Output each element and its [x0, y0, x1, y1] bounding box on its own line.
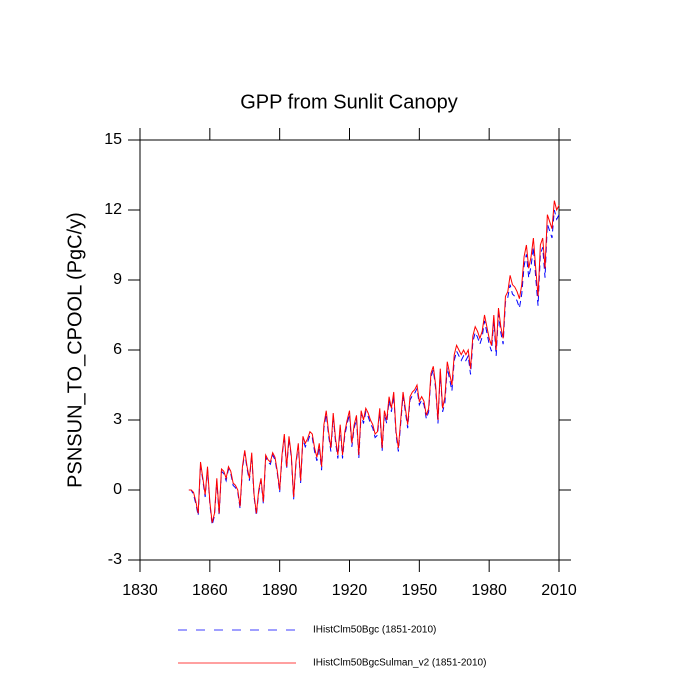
y-tick-label: 6	[113, 341, 122, 358]
y-axis-label: PSNSUN_TO_CPOOL (PgC/y)	[64, 212, 86, 488]
x-tick-label: 2010	[541, 582, 577, 599]
y-tick-label: 0	[113, 481, 122, 498]
x-tick-label: 1980	[471, 582, 507, 599]
x-tick-label: 1890	[262, 582, 298, 599]
y-tick-label: 12	[104, 201, 122, 218]
x-tick-label: 1830	[122, 582, 158, 599]
y-tick-label: 9	[113, 271, 122, 288]
data-line	[188, 209, 560, 526]
x-tick-label: 1860	[192, 582, 228, 599]
chart-title: GPP from Sunlit Canopy	[240, 91, 458, 113]
x-tick-label: 1920	[332, 582, 368, 599]
y-tick-label: -3	[108, 551, 122, 568]
legend-label: IHistClm50Bgc (1851-2010)	[313, 625, 436, 636]
legend-label: IHistClm50BgcSulman_v2 (1851-2010)	[313, 658, 486, 669]
x-tick-label: 1950	[402, 582, 438, 599]
data-line	[188, 200, 560, 523]
y-tick-label: 3	[113, 411, 122, 428]
y-tick-label: 15	[104, 131, 122, 148]
